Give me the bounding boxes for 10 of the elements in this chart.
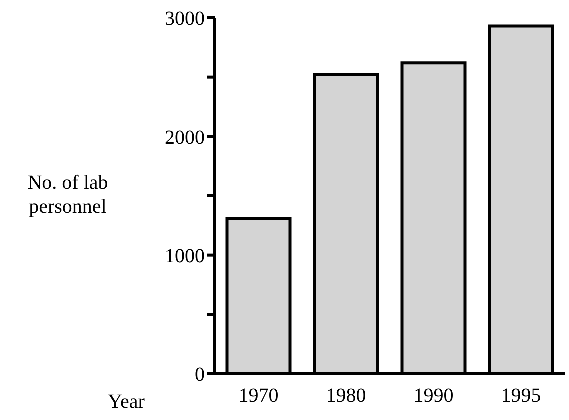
x-tick-label: 1990 — [414, 385, 454, 408]
y-axis-title: No. of lab personnel — [26, 171, 110, 219]
x-tick-label: 1970 — [238, 385, 279, 408]
y-tick-label: 1000 — [165, 245, 205, 268]
x-tick-label: 1995 — [501, 385, 542, 408]
x-tick-label: 1980 — [326, 385, 366, 408]
y-tick-label: 2000 — [165, 126, 205, 149]
y-tick-label: 3000 — [165, 8, 205, 30]
x-axis-title: Year — [108, 391, 145, 414]
y-tick-label: 0 — [195, 364, 205, 386]
